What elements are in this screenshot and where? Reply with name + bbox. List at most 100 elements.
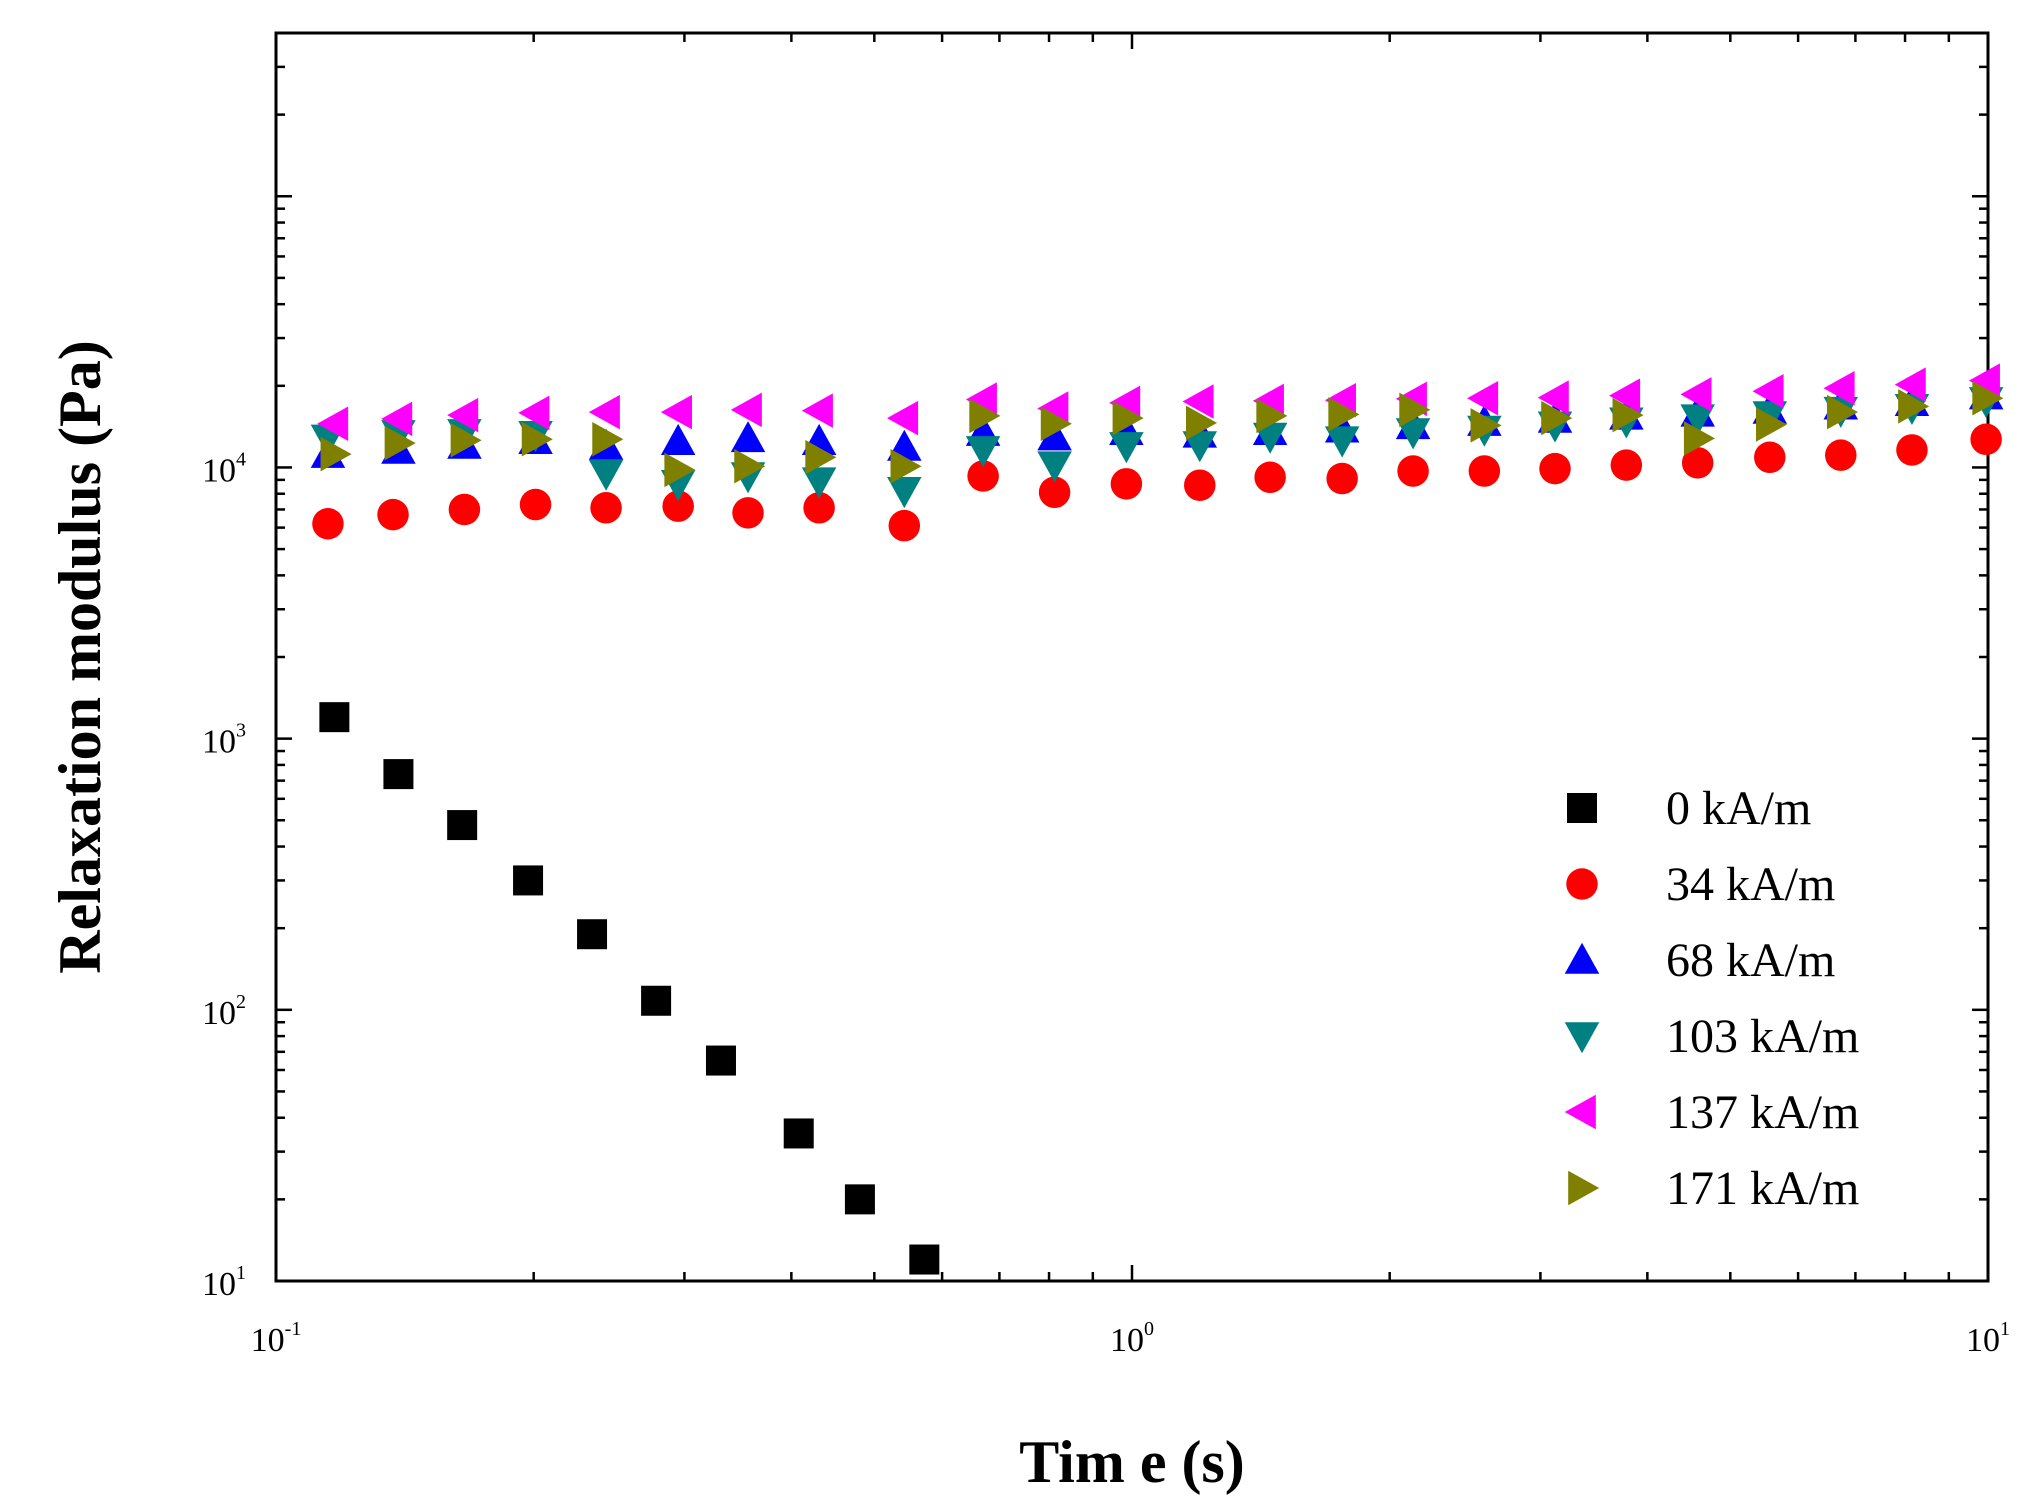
data-point	[592, 422, 624, 457]
data-point	[1680, 404, 1715, 436]
data-point	[1182, 384, 1214, 419]
series-34-kA-m	[312, 423, 2002, 542]
data-point	[447, 397, 479, 433]
legend-label: 103 kA/m	[1666, 1010, 1859, 1063]
data-point	[1110, 468, 1143, 500]
data-point	[1612, 397, 1644, 433]
series-103-kA-m	[310, 387, 2004, 509]
y-tick-label: 102	[202, 991, 246, 1032]
legend-label: 34 kA/m	[1666, 858, 1835, 911]
data-point	[967, 460, 999, 492]
y-tick-label: 104	[202, 448, 246, 489]
data-point	[450, 422, 482, 458]
data-point	[1541, 400, 1573, 436]
data-point	[730, 392, 762, 428]
data-point	[513, 865, 544, 896]
data-point	[384, 425, 416, 461]
data-point	[730, 421, 766, 453]
data-point	[588, 394, 620, 430]
data-point	[1037, 391, 1069, 426]
data-point	[377, 498, 409, 531]
data-point	[1109, 385, 1141, 421]
data-point	[1184, 469, 1216, 501]
data-point	[1609, 378, 1641, 413]
x-axis-title: Tim e (s)	[1019, 1429, 1245, 1495]
data-point	[805, 440, 837, 475]
data-point	[1896, 434, 1928, 466]
data-point	[590, 492, 622, 524]
data-point	[1252, 422, 1288, 454]
data-point	[662, 490, 694, 522]
data-point	[1968, 363, 2000, 398]
series-0-kA-m	[319, 702, 940, 1275]
data-point	[734, 449, 766, 484]
data-point	[1970, 423, 2002, 456]
data-point	[519, 488, 552, 521]
data-point	[1185, 405, 1218, 441]
data-point	[660, 423, 696, 455]
data-point	[965, 382, 997, 417]
x-tick-label: 100	[1110, 1318, 1154, 1359]
data-point	[1109, 432, 1144, 464]
data-point	[1683, 421, 1715, 456]
data-point	[664, 452, 696, 488]
data-point	[1681, 447, 1714, 479]
data-point	[888, 509, 921, 542]
y-tick-label: 103	[202, 720, 246, 761]
data-point	[783, 1118, 814, 1149]
data-point	[320, 436, 352, 472]
data-point	[1898, 389, 1930, 424]
data-point	[801, 393, 833, 428]
data-point	[969, 398, 1001, 434]
legend-label: 0 kA/m	[1666, 782, 1811, 835]
data-point	[381, 401, 413, 437]
legend-marker	[1564, 942, 1600, 974]
data-point	[909, 1244, 940, 1275]
data-point	[1040, 406, 1072, 441]
data-point	[1254, 461, 1286, 494]
data-point	[1467, 380, 1499, 416]
data-point	[844, 1184, 875, 1215]
legend-marker	[1566, 868, 1598, 900]
data-series-layer	[310, 363, 2004, 1275]
legend-marker	[1564, 1094, 1596, 1130]
x-axis-ticks: 10-1 100 101	[251, 33, 2010, 1359]
data-point	[1324, 426, 1360, 458]
legend-marker	[1564, 1022, 1600, 1054]
data-point	[1252, 383, 1284, 419]
data-point	[312, 508, 344, 540]
legend-label: 137 kA/m	[1666, 1086, 1859, 1139]
data-point	[1539, 452, 1571, 485]
data-point	[1894, 367, 1926, 402]
y-axis-title: Relaxation modulus (Pa)	[47, 340, 113, 973]
data-point	[660, 394, 692, 430]
x-tick-label: 10-1	[251, 1318, 302, 1359]
x-tick-label: 101	[1966, 1318, 2010, 1359]
data-point	[1038, 476, 1071, 509]
data-point	[1468, 455, 1501, 487]
data-point	[1395, 418, 1431, 450]
data-point	[1182, 431, 1218, 463]
data-point	[1823, 370, 1855, 406]
data-point	[577, 919, 608, 950]
legend-marker	[1567, 793, 1597, 823]
data-point	[1754, 441, 1786, 474]
data-point	[801, 467, 837, 499]
y-tick-label: 101	[202, 1262, 246, 1303]
y-axis-ticks: 101 102 103 104	[202, 31, 1988, 1303]
data-point	[1752, 373, 1784, 409]
data-point	[890, 449, 922, 484]
data-point	[447, 810, 478, 841]
data-point	[521, 422, 553, 457]
data-point	[1755, 407, 1788, 442]
data-point	[1326, 462, 1358, 495]
data-point	[1470, 408, 1502, 443]
series-137-kA-m	[317, 363, 2000, 441]
data-point	[588, 459, 624, 491]
data-point	[732, 497, 764, 529]
data-point	[383, 759, 414, 790]
data-point	[1537, 380, 1569, 415]
data-point	[317, 406, 349, 441]
